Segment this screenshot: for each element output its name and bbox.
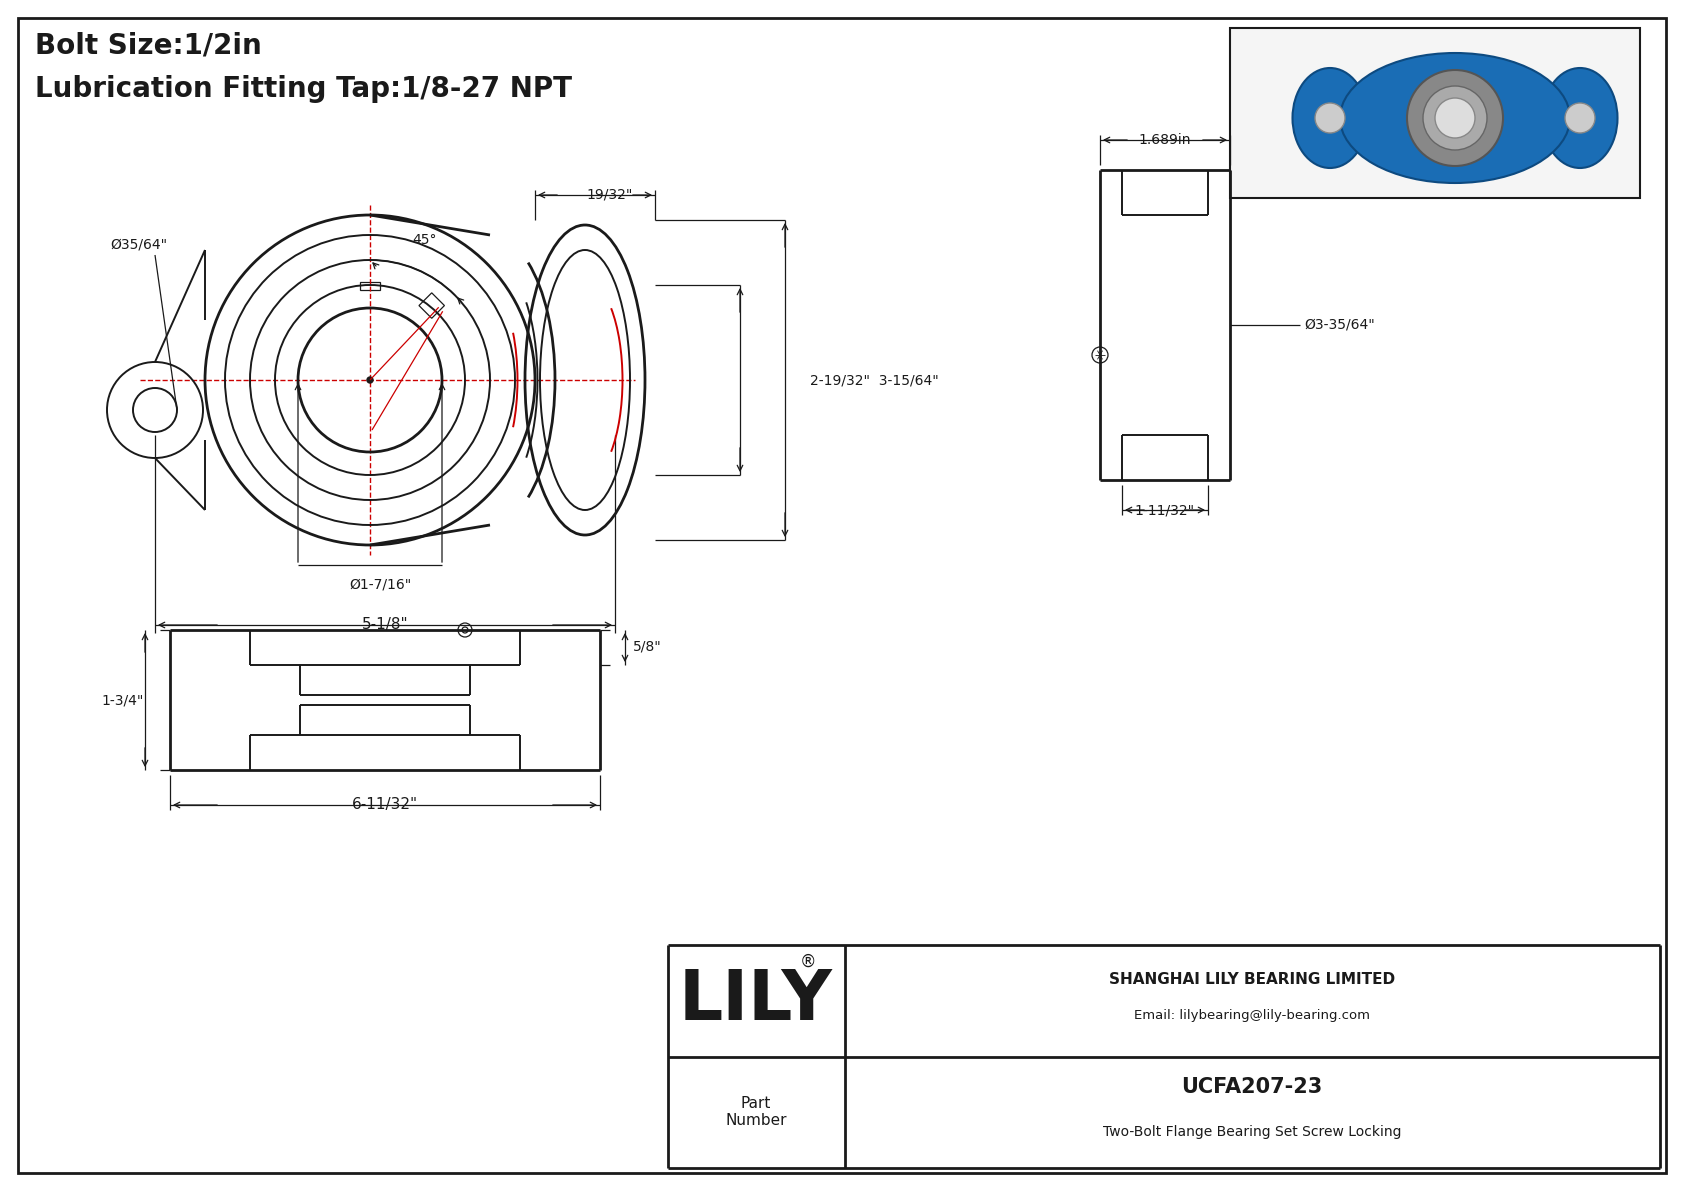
Text: 5-1/8": 5-1/8" — [362, 617, 408, 632]
Circle shape — [367, 378, 372, 384]
Circle shape — [1408, 70, 1504, 166]
Circle shape — [1423, 86, 1487, 150]
Text: Email: lilybearing@lily-bearing.com: Email: lilybearing@lily-bearing.com — [1133, 1009, 1371, 1022]
Ellipse shape — [1293, 68, 1367, 168]
Text: 2-19/32"  3-15/64": 2-19/32" 3-15/64" — [810, 373, 938, 387]
Text: UCFA207-23: UCFA207-23 — [1182, 1077, 1322, 1097]
Bar — [1229, 29, 1640, 198]
Text: Bolt Size:1/2in: Bolt Size:1/2in — [35, 32, 261, 60]
Circle shape — [1435, 98, 1475, 138]
Text: 1-3/4": 1-3/4" — [101, 693, 145, 707]
Circle shape — [1315, 102, 1346, 133]
Text: Part
Number: Part Number — [726, 1096, 786, 1128]
Circle shape — [1564, 102, 1595, 133]
Bar — [419, 293, 445, 318]
Text: 5/8": 5/8" — [633, 640, 662, 654]
Text: Ø3-35/64": Ø3-35/64" — [1305, 318, 1376, 332]
Text: 1-11/32": 1-11/32" — [1135, 503, 1196, 517]
Text: 1.689in: 1.689in — [1138, 133, 1191, 146]
Bar — [360, 282, 381, 289]
Text: Ø35/64": Ø35/64" — [109, 238, 167, 252]
Text: Two-Bolt Flange Bearing Set Screw Locking: Two-Bolt Flange Bearing Set Screw Lockin… — [1103, 1125, 1401, 1139]
Text: ®: ® — [800, 953, 817, 971]
Ellipse shape — [1340, 54, 1569, 183]
Text: Ø1-7/16": Ø1-7/16" — [349, 578, 411, 592]
Text: Lubrication Fitting Tap:1/8-27 NPT: Lubrication Fitting Tap:1/8-27 NPT — [35, 75, 573, 102]
Text: 45°: 45° — [413, 233, 438, 247]
Text: LILY: LILY — [679, 967, 834, 1035]
Text: SHANGHAI LILY BEARING LIMITED: SHANGHAI LILY BEARING LIMITED — [1110, 973, 1394, 987]
Ellipse shape — [1543, 68, 1618, 168]
Text: 19/32": 19/32" — [586, 188, 633, 202]
Text: 6-11/32": 6-11/32" — [352, 798, 418, 812]
